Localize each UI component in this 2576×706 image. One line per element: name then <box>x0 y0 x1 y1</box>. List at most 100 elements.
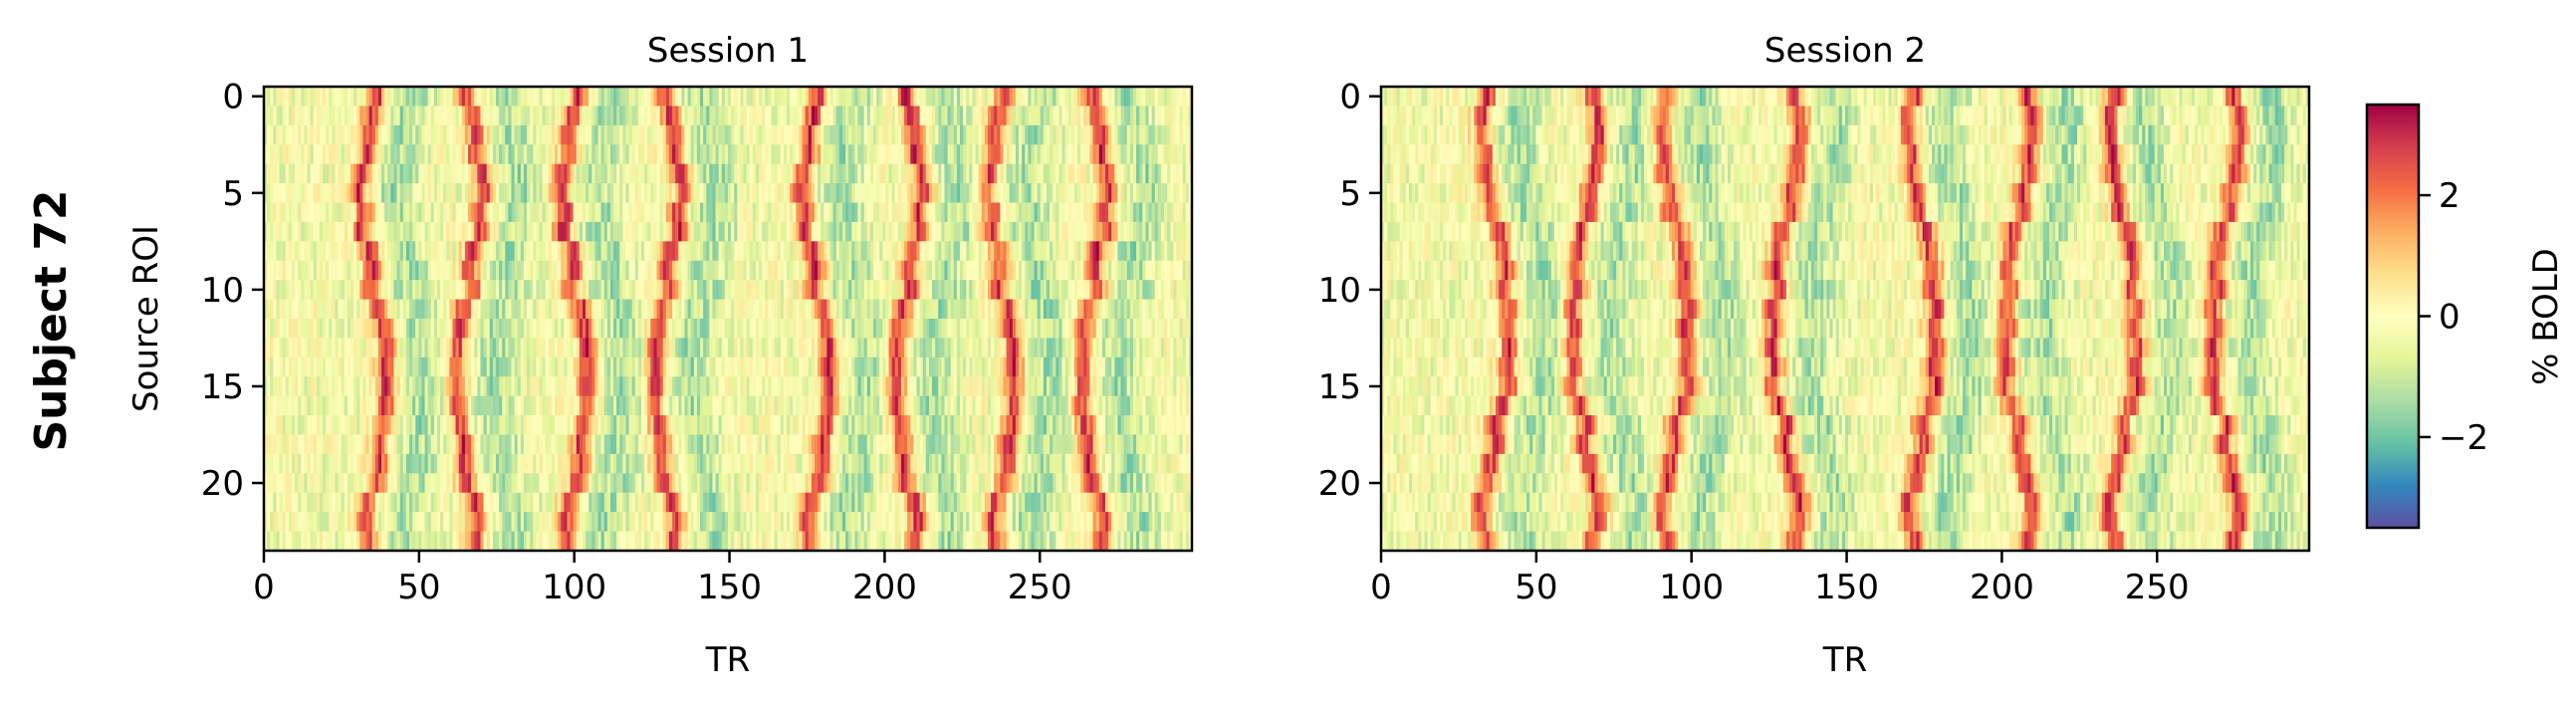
heatmap-cell <box>536 202 541 223</box>
heatmap-cell <box>319 183 324 204</box>
heatmap-cell <box>458 280 463 301</box>
heatmap-cell <box>570 87 575 108</box>
heatmap-cell <box>1142 106 1146 126</box>
heatmap-cell <box>326 221 330 242</box>
heatmap-cell <box>950 260 955 281</box>
heatmap-cell <box>548 163 553 184</box>
heatmap-cell <box>941 106 946 126</box>
heatmap-cell <box>746 280 751 301</box>
heatmap-cell <box>628 221 633 242</box>
heatmap-cell <box>483 260 488 281</box>
heatmap-cell <box>885 299 890 320</box>
heatmap-cell <box>755 221 760 242</box>
heatmap-cell <box>644 144 648 165</box>
heatmap-cell <box>1129 183 1134 204</box>
heatmap-cell <box>1089 124 1094 145</box>
heatmap-cell <box>1120 87 1125 108</box>
heatmap-cell <box>405 260 410 281</box>
heatmap-cell <box>693 106 698 126</box>
heatmap-cell <box>731 241 735 262</box>
heatmap-cell <box>787 260 791 281</box>
heatmap-cell <box>1040 87 1045 108</box>
heatmap-cell <box>1170 124 1174 145</box>
heatmap-cell <box>341 106 346 126</box>
heatmap-cell <box>960 106 964 126</box>
heatmap-cell <box>356 319 360 340</box>
heatmap-cell <box>1058 299 1063 320</box>
heatmap-cell <box>489 299 494 320</box>
heatmap-cell <box>273 221 278 242</box>
heatmap-cell <box>310 299 315 320</box>
heatmap-cell <box>273 241 278 262</box>
heatmap-cell <box>1025 221 1029 242</box>
heatmap-cell <box>539 106 544 126</box>
heatmap-cell <box>514 221 519 242</box>
heatmap-cell <box>829 183 834 204</box>
heatmap-cell <box>935 241 939 262</box>
heatmap-cell <box>796 144 801 165</box>
heatmap-cell <box>662 299 667 320</box>
heatmap-cell <box>762 144 766 165</box>
heatmap-cell <box>421 183 426 204</box>
heatmap-cell <box>799 260 804 281</box>
heatmap-cell <box>885 144 890 165</box>
heatmap-cell <box>681 87 686 108</box>
heatmap-cell <box>771 260 776 281</box>
heatmap-cell <box>1064 144 1069 165</box>
heatmap-cell <box>700 144 704 165</box>
heatmap-cell <box>588 87 592 108</box>
heatmap-cell <box>981 124 986 145</box>
heatmap-cell <box>1151 106 1156 126</box>
heatmap-cell <box>823 241 828 262</box>
heatmap-cell <box>1089 163 1094 184</box>
heatmap-cell <box>873 202 877 223</box>
heatmap-cell <box>356 241 360 262</box>
heatmap-cell <box>1050 183 1054 204</box>
heatmap-cell <box>588 241 592 262</box>
heatmap-cell <box>377 106 382 126</box>
heatmap-cell <box>508 299 513 320</box>
heatmap-cell <box>449 202 454 223</box>
heatmap-cell <box>1117 221 1122 242</box>
heatmap-cell <box>1185 280 1190 301</box>
heatmap-cell <box>641 124 645 145</box>
heatmap-cell <box>1160 163 1165 184</box>
heatmap-cell <box>1108 124 1112 145</box>
heatmap-cell <box>941 87 946 108</box>
heatmap-cell <box>446 183 450 204</box>
heatmap-cell <box>1117 260 1122 281</box>
heatmap-cell <box>1073 163 1078 184</box>
heatmap-cell <box>941 299 946 320</box>
heatmap-cell <box>1139 202 1143 223</box>
heatmap-cell <box>814 280 819 301</box>
heatmap-cell <box>606 202 611 223</box>
heatmap-cell <box>997 202 1001 223</box>
heatmap-cell <box>910 221 914 242</box>
heatmap-cell <box>561 183 565 204</box>
heatmap-cell <box>1188 106 1193 126</box>
heatmap-cell <box>641 183 645 204</box>
heatmap-cell <box>841 280 846 301</box>
heatmap-cell <box>267 319 271 340</box>
heatmap-cell <box>1188 183 1193 204</box>
heatmap-cell <box>409 260 413 281</box>
heatmap-cell <box>338 87 343 108</box>
heatmap-cell <box>687 163 692 184</box>
heatmap-cell <box>350 221 354 242</box>
heatmap-cell <box>588 144 592 165</box>
heatmap-cell <box>384 280 388 301</box>
heatmap-cell <box>1182 87 1187 108</box>
heatmap-cell <box>759 202 763 223</box>
heatmap-cell <box>415 260 419 281</box>
heatmap-cell <box>1136 299 1140 320</box>
heatmap-cell <box>956 124 961 145</box>
heatmap-cell <box>433 299 438 320</box>
heatmap-cell <box>712 183 717 204</box>
heatmap-cell <box>326 183 330 204</box>
heatmap-cell <box>818 87 821 108</box>
heatmap-cell <box>527 183 531 204</box>
heatmap-cell <box>1025 299 1029 320</box>
heatmap-cell <box>860 183 865 204</box>
heatmap-cell <box>310 163 315 184</box>
heatmap-cell <box>835 144 840 165</box>
